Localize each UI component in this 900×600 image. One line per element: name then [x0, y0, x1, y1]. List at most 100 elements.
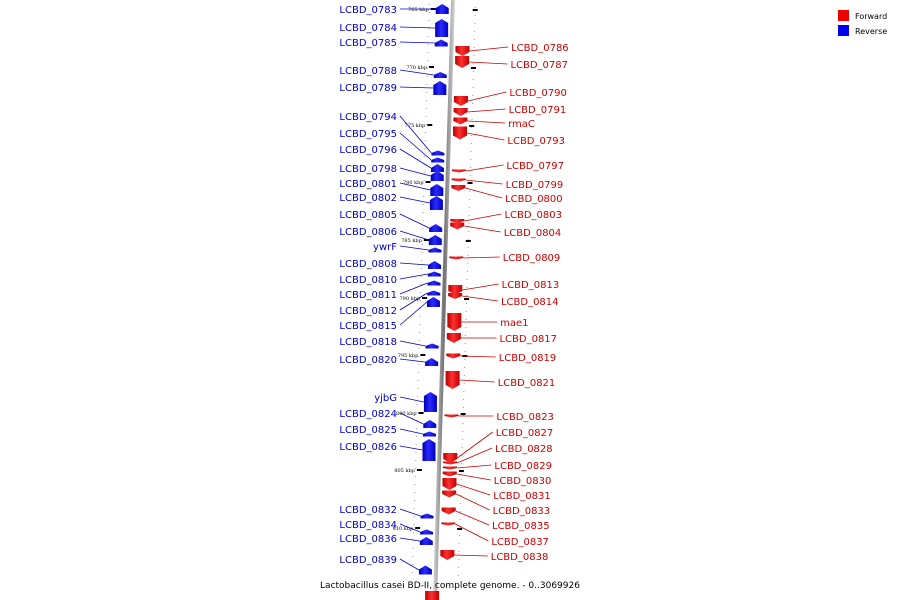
- dot: [469, 199, 471, 200]
- reverse-gene-leader: [399, 358, 426, 363]
- dot: [419, 324, 421, 325]
- dot: [423, 196, 425, 197]
- dot: [424, 148, 426, 149]
- dot: [422, 228, 424, 229]
- forward-gene-label: LCBD_0797: [506, 161, 564, 172]
- forward-gene-arrow: [453, 108, 468, 116]
- dot: [420, 292, 422, 293]
- tick-label: 800 kbp: [396, 411, 417, 417]
- legend-forward-label: Forward: [855, 12, 887, 21]
- tick-mark: [418, 412, 424, 414]
- forward-gene-arrow: [449, 256, 464, 260]
- tick-mark: [464, 298, 470, 300]
- dot: [470, 143, 472, 144]
- forward-gene-arrow: [451, 178, 466, 182]
- dot: [427, 44, 429, 45]
- dot: [411, 572, 413, 573]
- dot: [418, 340, 420, 341]
- forward-gene-label: LCBD_0791: [509, 105, 567, 116]
- forward-gene-leader: [455, 523, 489, 542]
- dot: [458, 543, 460, 544]
- dot: [420, 268, 422, 269]
- dot: [460, 495, 462, 496]
- reverse-gene-arrow: [423, 392, 437, 412]
- reverse-gene-leader: [399, 396, 425, 403]
- reverse-gene-label: ywrF: [373, 242, 397, 253]
- dot: [415, 452, 417, 453]
- dot: [474, 31, 476, 32]
- dot: [471, 119, 473, 120]
- forward-gene-arrow: [425, 591, 440, 600]
- dot: [420, 284, 422, 285]
- dot: [425, 116, 427, 117]
- dot: [464, 359, 466, 360]
- reverse-gene-label: LCBD_0815: [339, 321, 397, 332]
- reverse-gene-label: LCBD_0802: [339, 193, 397, 204]
- reverse-gene-arrow: [427, 271, 441, 277]
- forward-gene-label: LCBD_0827: [496, 428, 554, 439]
- dot: [421, 236, 423, 237]
- forward-gene-label: LCBD_0828: [495, 444, 553, 455]
- reverse-gene-arrow: [420, 529, 434, 535]
- forward-gene-label: LCBD_0830: [494, 476, 552, 487]
- reverse-gene-leader: [399, 340, 426, 347]
- dot: [414, 476, 416, 477]
- forward-gene-label: LCBD_0833: [493, 506, 551, 517]
- reverse-gene-leader: [399, 262, 429, 266]
- forward-gene-leader: [456, 493, 490, 511]
- tick-mark: [420, 354, 426, 356]
- forward-gene-label: LCBD_0790: [509, 88, 567, 99]
- dot: [413, 508, 415, 509]
- dot: [471, 127, 473, 128]
- dot: [427, 36, 429, 37]
- dot: [420, 300, 421, 301]
- forward-gene-label: LCBD_0831: [493, 491, 551, 502]
- dot: [419, 316, 421, 317]
- forward-gene-leader: [466, 132, 505, 141]
- reverse-gene-leader: [399, 148, 432, 169]
- dot: [470, 167, 472, 168]
- dot: [418, 348, 420, 349]
- dot: [415, 460, 417, 461]
- reverse-gene-arrow: [420, 513, 434, 519]
- dot: [460, 503, 461, 504]
- dot: [424, 156, 426, 157]
- reverse-gene-leader: [399, 445, 423, 451]
- reverse-gene-arrow: [428, 247, 442, 253]
- dot: [472, 87, 474, 88]
- forward-gene-arrow: [448, 285, 463, 295]
- forward-gene-arrow: [453, 117, 468, 125]
- dot: [461, 439, 463, 440]
- forward-gene-leader: [456, 473, 491, 481]
- dot: [418, 356, 420, 357]
- forward-gene-arrow: [455, 56, 470, 68]
- dot: [413, 532, 415, 533]
- dot: [460, 487, 462, 488]
- reverse-gene-arrow: [425, 343, 439, 349]
- reverse-gene-arrow: [427, 280, 441, 286]
- dot: [464, 351, 466, 352]
- dot: [412, 556, 414, 557]
- genome-axis: [433, 0, 455, 600]
- reverse-gene-leader: [399, 245, 429, 251]
- dot: [469, 191, 471, 192]
- reverse-gene-leader: [399, 167, 431, 177]
- dot: [414, 500, 415, 501]
- forward-gene-label: LCBD_0799: [506, 180, 564, 191]
- reverse-gene-leader: [399, 412, 424, 425]
- forward-gene-arrow: [442, 466, 457, 470]
- tick-label: 810 kbp: [393, 526, 414, 532]
- dot: [423, 172, 425, 173]
- reverse-gene-arrow: [418, 565, 432, 575]
- dot: [416, 412, 418, 413]
- dot: [422, 204, 424, 205]
- dot: [419, 332, 421, 333]
- dot: [412, 564, 414, 565]
- reverse-gene-label: LCBD_0805: [339, 210, 397, 221]
- dot: [463, 383, 465, 384]
- dot: [467, 239, 469, 240]
- dot: [426, 100, 427, 101]
- dot: [427, 60, 429, 61]
- forward-gene-arrow: [441, 522, 456, 526]
